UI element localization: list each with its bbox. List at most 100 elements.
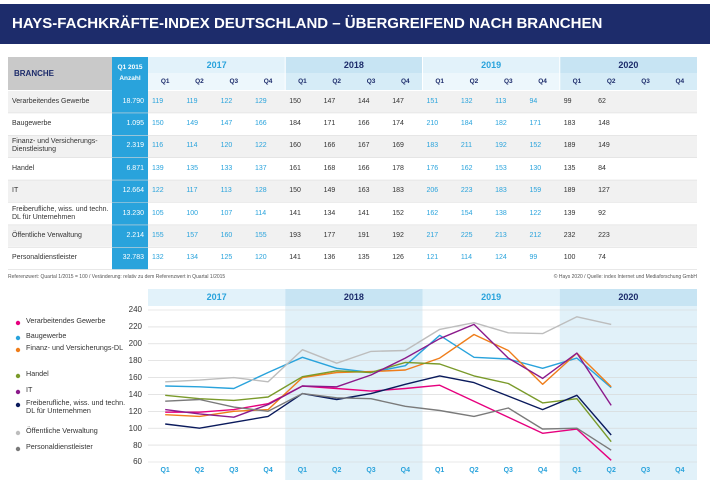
row-bg bbox=[148, 225, 697, 247]
cell-value: 124 bbox=[495, 254, 507, 262]
cell-value: 125 bbox=[220, 254, 233, 262]
cell-value: 150 bbox=[289, 97, 301, 105]
x-tick-label: Q4 bbox=[675, 466, 685, 474]
cell-value: 144 bbox=[357, 97, 370, 105]
cell-value: 174 bbox=[392, 120, 404, 128]
y-tick-label: 60 bbox=[133, 457, 142, 467]
cell-value: 212 bbox=[529, 232, 542, 240]
cell-value: 136 bbox=[323, 254, 336, 262]
cell-value: 192 bbox=[495, 142, 507, 150]
chart-column-bg bbox=[559, 306, 697, 480]
footnote: © Hays 2020 / Quelle: index Internet und… bbox=[553, 274, 697, 281]
x-tick-label: Q4 bbox=[537, 466, 548, 474]
cell-value: 100 bbox=[186, 209, 198, 217]
legend-marker bbox=[15, 335, 21, 341]
cell-value: 62 bbox=[598, 97, 606, 105]
cell-value: 149 bbox=[186, 120, 198, 128]
cell-value: 183 bbox=[495, 187, 507, 195]
base-value: 13.230 bbox=[122, 209, 144, 217]
column-header: BRANCHE bbox=[14, 68, 54, 78]
quarter-label: Q2 bbox=[469, 77, 479, 85]
cell-value: 121 bbox=[426, 254, 439, 262]
y-tick-label: 140 bbox=[128, 389, 142, 399]
cell-value: 149 bbox=[598, 142, 610, 150]
x-tick-label: Q4 bbox=[263, 466, 273, 474]
row-bg bbox=[8, 135, 112, 158]
quarter-label: Q3 bbox=[366, 77, 376, 85]
chart-column-bg bbox=[148, 306, 286, 480]
cell-value: 139 bbox=[152, 164, 164, 172]
cell-value: 223 bbox=[598, 232, 610, 240]
year-label: 2019 bbox=[481, 59, 502, 70]
cell-value: 163 bbox=[357, 187, 370, 195]
header-cell bbox=[8, 57, 112, 90]
cell-value: 122 bbox=[529, 209, 542, 217]
cell-value: 134 bbox=[186, 254, 198, 262]
cell-value: 166 bbox=[357, 120, 370, 128]
legend-label: Personaldienstleister bbox=[26, 442, 93, 451]
title-bar bbox=[0, 4, 710, 44]
cell-value: 162 bbox=[426, 209, 439, 217]
cell-value: 113 bbox=[220, 187, 232, 195]
y-tick-label: 100 bbox=[128, 423, 142, 433]
chart-column-bg bbox=[285, 306, 423, 480]
cell-value: 193 bbox=[289, 232, 301, 240]
cell-value: 191 bbox=[357, 232, 370, 240]
cell-value: 107 bbox=[220, 209, 233, 217]
cell-value: 120 bbox=[220, 142, 233, 150]
x-tick-label: Q1 bbox=[434, 466, 445, 474]
quarter-header bbox=[559, 73, 697, 90]
cell-value: 84 bbox=[598, 164, 606, 172]
cell-value: 141 bbox=[289, 254, 301, 262]
cell-value: 159 bbox=[529, 187, 542, 195]
cell-value: 166 bbox=[323, 142, 336, 150]
quarter-label: Q1 bbox=[298, 77, 307, 85]
cell-value: 210 bbox=[426, 120, 439, 128]
row-bg bbox=[8, 113, 112, 135]
y-tick-label: 240 bbox=[128, 305, 142, 315]
legend-marker bbox=[15, 430, 21, 436]
cell-value: 132 bbox=[460, 97, 473, 105]
legend-marker bbox=[15, 347, 21, 353]
legend-label: Öffentliche Verwaltung bbox=[26, 426, 98, 435]
y-tick-label: 220 bbox=[128, 322, 142, 332]
legend-label: Baugewerbe bbox=[26, 331, 67, 340]
cell-value: 155 bbox=[254, 232, 267, 240]
cell-value: 189 bbox=[563, 142, 576, 150]
y-tick-label: 160 bbox=[128, 372, 142, 382]
cell-value: 167 bbox=[357, 142, 370, 150]
quarter-label: Q1 bbox=[160, 77, 170, 85]
row-bg bbox=[148, 135, 697, 158]
cell-value: 162 bbox=[460, 164, 473, 172]
legend-marker bbox=[15, 320, 21, 326]
base-value: 32.783 bbox=[122, 254, 144, 262]
chart-year-label: 2017 bbox=[206, 292, 227, 303]
cell-value: 182 bbox=[495, 120, 507, 128]
title: HAYS-FACHKRÄFTE-INDEX DEUTSCHLAND – ÜBER… bbox=[12, 15, 603, 33]
quarter-label: Q4 bbox=[263, 77, 273, 85]
cell-value: 232 bbox=[563, 232, 576, 240]
chart-year-band bbox=[285, 289, 423, 306]
cell-value: 133 bbox=[220, 164, 233, 172]
cell-value: 100 bbox=[563, 254, 576, 262]
x-tick-label: Q3 bbox=[640, 466, 651, 474]
base-value: 18.790 bbox=[122, 97, 144, 105]
year-label: 2020 bbox=[618, 59, 639, 70]
row-name: IT bbox=[12, 187, 19, 195]
quarter-header bbox=[285, 73, 423, 90]
cell-value: 211 bbox=[460, 142, 472, 150]
series-line bbox=[165, 392, 612, 451]
series-line bbox=[165, 384, 612, 461]
series-line bbox=[165, 316, 612, 383]
quarter-label: Q4 bbox=[538, 77, 547, 85]
cell-value: 155 bbox=[152, 232, 164, 240]
quarter-label: Q3 bbox=[503, 77, 513, 85]
quarter-label: Q3 bbox=[229, 77, 239, 85]
legend-label: Freiberufliche, wiss. und techn. DL für … bbox=[26, 398, 126, 416]
x-tick-label: Q2 bbox=[332, 466, 342, 474]
year-header bbox=[559, 57, 697, 73]
chart-year-label: 2019 bbox=[481, 292, 502, 303]
quarter-label: Q4 bbox=[675, 77, 685, 85]
cell-value: 132 bbox=[152, 254, 164, 262]
cell-value: 153 bbox=[495, 164, 507, 172]
